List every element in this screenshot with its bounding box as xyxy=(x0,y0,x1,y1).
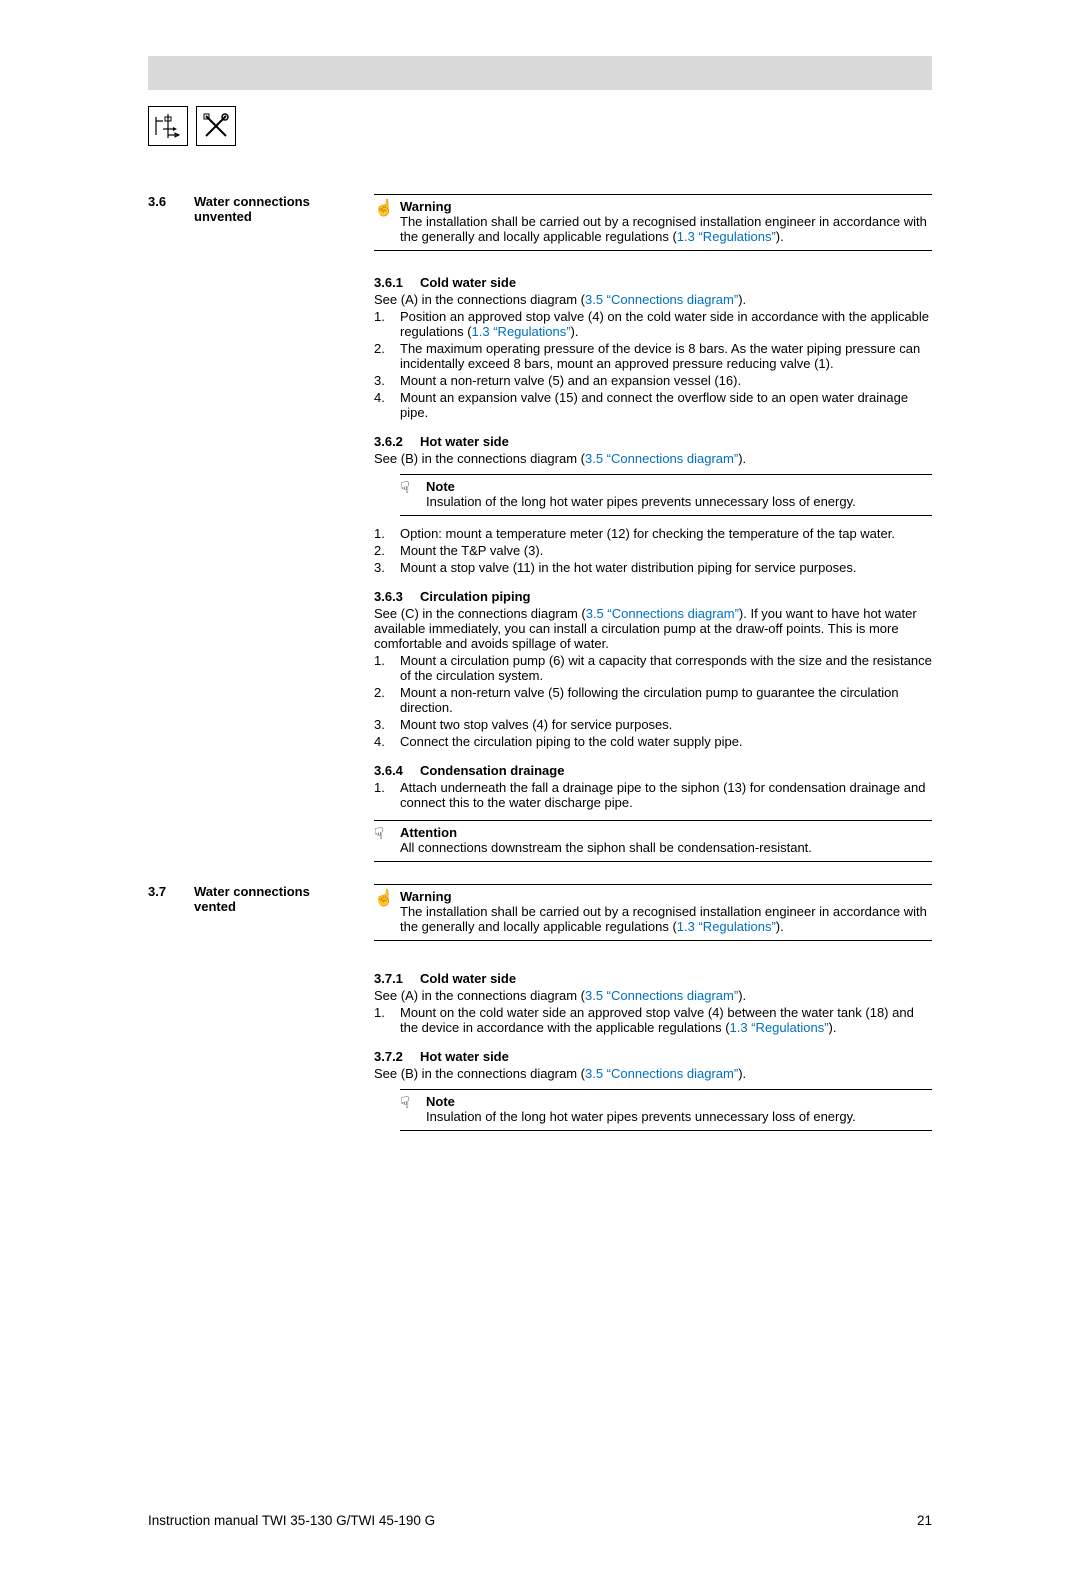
section-title: Water connections unvented xyxy=(194,194,310,261)
regulations-link[interactable]: 1.3 “Regulations” xyxy=(730,1020,829,1035)
section-3-6: 3.6 Water connections unvented ☝ Warning… xyxy=(148,194,932,862)
regulations-link[interactable]: 1.3 “Regulations” xyxy=(472,324,571,339)
warning-text: The installation shall be carried out by… xyxy=(400,214,932,244)
list-item: 2.The maximum operating pressure of the … xyxy=(374,341,932,371)
subsection-intro: See (A) in the connections diagram (3.5 … xyxy=(374,988,932,1003)
connections-link[interactable]: 3.5 “Connections diagram” xyxy=(585,1066,738,1081)
list-item: 4.Connect the circulation piping to the … xyxy=(374,734,932,749)
warning-title: Warning xyxy=(400,889,932,904)
icon-row xyxy=(148,106,1080,146)
tools-icon xyxy=(196,106,236,146)
subsection-intro: See (C) in the connections diagram (3.5 … xyxy=(374,606,932,651)
list-item: 3.Mount two stop valves (4) for service … xyxy=(374,717,932,732)
connections-link[interactable]: 3.5 “Connections diagram” xyxy=(585,451,738,466)
connections-link[interactable]: 3.5 “Connections diagram” xyxy=(586,606,739,621)
regulations-link[interactable]: 1.3 “Regulations” xyxy=(677,229,776,244)
list-item: 3.Mount a non-return valve (5) and an ex… xyxy=(374,373,932,388)
subsection-title: Cold water side xyxy=(420,275,516,290)
connections-link[interactable]: 3.5 “Connections diagram” xyxy=(585,292,738,307)
piping-schematic-icon xyxy=(153,111,183,141)
subsection-number: 3.6.1 xyxy=(374,275,420,290)
attention-text: All connections downstream the siphon sh… xyxy=(400,840,932,855)
subsection-number: 3.7.1 xyxy=(374,971,420,986)
subsection-number: 3.6.4 xyxy=(374,763,420,778)
subsection-title: Hot water side xyxy=(420,434,509,449)
note-title: Note xyxy=(426,479,932,494)
schematic-icon xyxy=(148,106,188,146)
subsection-3-7-2: 3.7.2 Hot water side See (B) in the conn… xyxy=(374,1049,932,1131)
list-item: 2.Mount a non-return valve (5) following… xyxy=(374,685,932,715)
footer-title: Instruction manual TWI 35-130 G/TWI 45-1… xyxy=(148,1513,435,1528)
subsection-title: Circulation piping xyxy=(420,589,531,604)
note-title: Note xyxy=(426,1094,932,1109)
list-item: 1.Position an approved stop valve (4) on… xyxy=(374,309,932,339)
subsection-3-6-3: 3.6.3 Circulation piping See (C) in the … xyxy=(374,589,932,749)
page-footer: Instruction manual TWI 35-130 G/TWI 45-1… xyxy=(148,1513,932,1528)
note-hand-icon: ☟ xyxy=(400,481,418,509)
section-title-line2: vented xyxy=(194,899,236,914)
subsection-title: Hot water side xyxy=(420,1049,509,1064)
attention-title: Attention xyxy=(400,825,932,840)
subsection-3-7-1: 3.7.1 Cold water side See (A) in the con… xyxy=(374,971,932,1035)
warning-hand-icon: ☝ xyxy=(374,201,392,217)
subsection-3-6-2: 3.6.2 Hot water side See (B) in the conn… xyxy=(374,434,932,575)
subsection-number: 3.6.2 xyxy=(374,434,420,449)
list-item: 1.Option: mount a temperature meter (12)… xyxy=(374,526,932,541)
section-title-line2: unvented xyxy=(194,209,252,224)
subsection-number: 3.6.3 xyxy=(374,589,420,604)
note-hand-icon: ☟ xyxy=(400,1096,418,1124)
list-item: 1.Mount a circulation pump (6) wit a cap… xyxy=(374,653,932,683)
warning-hand-icon: ☝ xyxy=(374,891,392,907)
section-number: 3.7 xyxy=(148,884,194,951)
list-item: 4.Mount an expansion valve (15) and conn… xyxy=(374,390,932,420)
subsection-intro: See (B) in the connections diagram (3.5 … xyxy=(374,1066,932,1081)
attention-box: ☟ Attention All connections downstream t… xyxy=(374,820,932,862)
main-content: 3.6 Water connections unvented ☝ Warning… xyxy=(148,194,932,1131)
connections-link[interactable]: 3.5 “Connections diagram” xyxy=(585,988,738,1003)
note-box: ☟ Note Insulation of the long hot water … xyxy=(400,474,932,516)
note-box: ☟ Note Insulation of the long hot water … xyxy=(400,1089,932,1131)
section-3-7: 3.7 Water connections vented ☝ Warning T… xyxy=(148,884,932,1131)
list-item: 2.Mount the T&P valve (3). xyxy=(374,543,932,558)
attention-hand-icon: ☟ xyxy=(374,827,392,843)
subsection-3-6-1: 3.6.1 Cold water side See (A) in the con… xyxy=(374,275,932,420)
subsection-intro: See (A) in the connections diagram (3.5 … xyxy=(374,292,932,307)
header-graybar xyxy=(148,56,932,90)
list-item: 3.Mount a stop valve (11) in the hot wat… xyxy=(374,560,932,575)
crossed-tools-icon xyxy=(201,111,231,141)
page-number: 21 xyxy=(917,1513,932,1528)
subsection-number: 3.7.2 xyxy=(374,1049,420,1064)
note-text: Insulation of the long hot water pipes p… xyxy=(426,494,932,509)
subsection-title: Condensation drainage xyxy=(420,763,564,778)
subsection-title: Cold water side xyxy=(420,971,516,986)
warning-text: The installation shall be carried out by… xyxy=(400,904,932,934)
list-item: 1.Mount on the cold water side an approv… xyxy=(374,1005,932,1035)
warning-box: ☝ Warning The installation shall be carr… xyxy=(374,884,932,941)
list-item: 1.Attach underneath the fall a drainage … xyxy=(374,780,932,810)
section-title-line1: Water connections xyxy=(194,194,310,209)
subsection-intro: See (B) in the connections diagram (3.5 … xyxy=(374,451,932,466)
regulations-link[interactable]: 1.3 “Regulations” xyxy=(677,919,776,934)
section-number: 3.6 xyxy=(148,194,194,261)
warning-title: Warning xyxy=(400,199,932,214)
section-title-line1: Water connections xyxy=(194,884,310,899)
section-title: Water connections vented xyxy=(194,884,310,951)
note-text: Insulation of the long hot water pipes p… xyxy=(426,1109,932,1124)
subsection-3-6-4: 3.6.4 Condensation drainage 1.Attach und… xyxy=(374,763,932,862)
warning-box: ☝ Warning The installation shall be carr… xyxy=(374,194,932,251)
